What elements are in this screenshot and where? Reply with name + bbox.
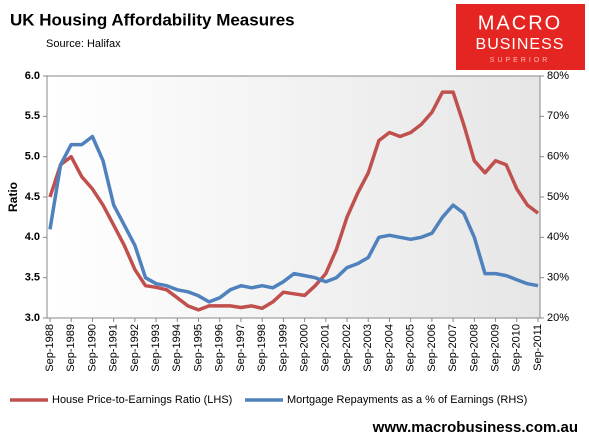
- x-tick-label: Sep-1995: [192, 324, 204, 372]
- series-line: [48, 90, 540, 312]
- y2-tick-label: 30%: [547, 272, 569, 284]
- x-tick-label: Sep-1996: [214, 324, 226, 372]
- x-tick-label: Sep-1997: [235, 324, 247, 372]
- x-tick-label: Sep-2010: [511, 324, 523, 372]
- y-tick-label: 5.0: [25, 151, 40, 163]
- y2-tick-label: 70%: [547, 110, 569, 122]
- x-tick-label: Sep-2011: [532, 324, 544, 371]
- x-tick-label: Sep-1989: [65, 324, 77, 372]
- chart-title: UK Housing Affordability Measures: [10, 10, 295, 29]
- logo-box: [456, 4, 585, 70]
- x-tick-label: Sep-1992: [129, 324, 141, 372]
- legend-label: Mortgage Repayments as a % of Earnings (…: [287, 394, 527, 406]
- x-tick-label: Sep-2008: [468, 324, 480, 372]
- x-tick-label: Sep-2009: [489, 324, 501, 372]
- x-tick-label: Sep-1999: [277, 324, 289, 372]
- x-tick-label: Sep-2006: [426, 324, 438, 372]
- plot-area: [46, 75, 541, 319]
- y-tick-label: 4.0: [25, 231, 40, 243]
- x-tick-label: Sep-1988: [44, 324, 56, 372]
- x-tick-label: Sep-2001: [320, 324, 332, 372]
- y-tick-label: 4.5: [25, 191, 40, 203]
- x-tick-label: Sep-2003: [362, 324, 374, 372]
- logo-text: BUSINESS: [476, 36, 565, 53]
- y-tick-label: 3.0: [25, 312, 40, 324]
- y2-tick-label: 40%: [547, 231, 569, 243]
- series-line: [48, 134, 539, 304]
- y-tick-label: 5.5: [25, 110, 40, 122]
- y2-tick-label: 80%: [547, 70, 569, 82]
- subtitle: Source: Halifax: [46, 38, 121, 50]
- y-axis-label: Ratio: [6, 182, 20, 212]
- x-tick-label: Sep-1991: [108, 324, 120, 372]
- x-tick-label: Sep-2002: [341, 324, 353, 372]
- y2-tick-label: 50%: [547, 191, 569, 203]
- x-tick-label: Sep-1998: [256, 324, 268, 372]
- x-tick-label: Sep-1993: [150, 324, 162, 372]
- x-tick-label: Sep-2004: [383, 324, 395, 372]
- x-tick-label: Sep-1994: [171, 324, 183, 372]
- x-tick-label: Sep-2005: [405, 324, 417, 372]
- y-tick-label: 6.0: [25, 70, 40, 82]
- x-tick-label: Sep-2007: [447, 324, 459, 372]
- footer: www.macrobusiness.com.au: [372, 419, 578, 436]
- y2-tick-label: 20%: [547, 312, 569, 324]
- x-tick-label: Sep-1990: [86, 324, 98, 372]
- y2-tick-label: 60%: [547, 151, 569, 163]
- x-tick-label: Sep-2000: [299, 324, 311, 372]
- logo-text: MACRO: [478, 12, 562, 34]
- logo-tagline: superior: [490, 57, 551, 64]
- y-tick-label: 3.5: [25, 272, 40, 284]
- legend-label: House Price-to-Earnings Ratio (LHS): [52, 394, 232, 406]
